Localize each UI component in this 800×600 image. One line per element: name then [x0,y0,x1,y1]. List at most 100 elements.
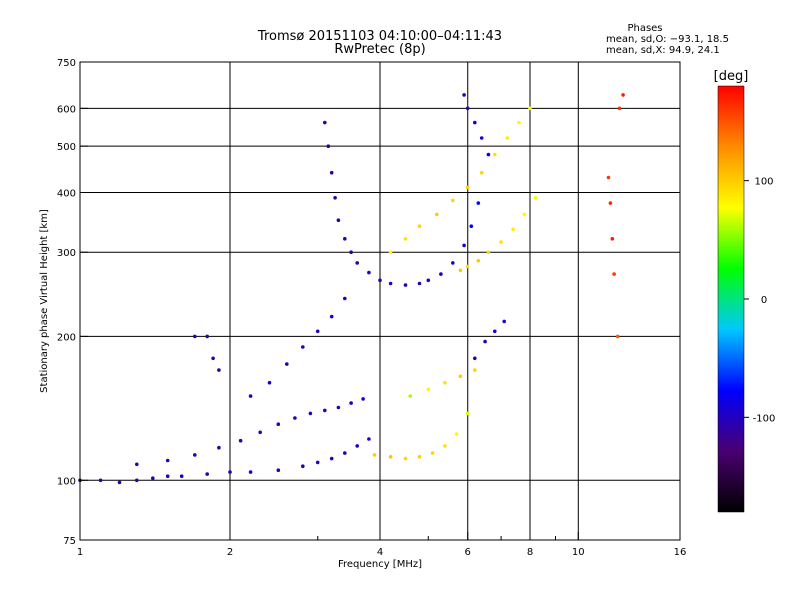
point-2-16 [462,243,466,248]
trace-11 [408,368,477,398]
point-2-1 [326,144,331,148]
point-1-1 [165,458,170,463]
point-0-3 [135,478,139,483]
point-4-0 [458,268,463,273]
point-4-3 [486,250,491,254]
point-1-9 [323,408,327,413]
point-0-4 [151,476,155,481]
point-2-2 [329,170,334,175]
point-10-6 [343,296,347,301]
point-3-7 [493,152,497,157]
point-10-2 [285,362,289,366]
y-tick-label-6: 600 [57,104,76,115]
trace-0 [78,437,371,485]
trace-3 [388,106,532,254]
point-0-12 [315,460,320,465]
point-2-5 [343,237,347,241]
point-9-5 [617,106,622,111]
point-4-1 [465,264,470,269]
trace-6 [473,319,507,361]
point-2-7 [355,261,360,265]
point-1-8 [308,411,313,416]
point-8-2 [473,120,477,125]
point-0-5 [165,474,170,479]
point-3-5 [465,185,470,190]
point-2-12 [417,281,422,286]
x-tick-label-6: 16 [674,547,687,558]
point-0-7 [205,472,209,476]
point-2-17 [469,224,474,228]
point-5-0 [372,453,377,457]
point-8-4 [486,152,491,157]
point-3-0 [388,250,393,254]
point-11-0 [408,394,413,398]
colorbar-label: [deg] [714,69,749,84]
point-0-9 [248,470,253,474]
point-7-3 [217,368,221,372]
point-0-6 [179,474,184,479]
point-8-0 [462,93,466,97]
point-3-3 [435,212,439,217]
point-7-0 [193,334,197,339]
point-0-13 [329,456,334,461]
point-9-4 [615,334,620,339]
colorbar-tick-label-0: 100 [754,177,773,188]
point-3-10 [528,106,532,111]
x-axis-label: Frequency [MHz] [338,559,422,570]
point-10-0 [248,394,253,398]
x-tick-label-3: 6 [465,547,471,558]
point-4-6 [522,212,527,217]
point-0-8 [228,470,232,474]
point-0-1 [98,478,103,483]
y-axis-label: Stationary phase Virtual Height [km] [39,209,50,393]
point-2-3 [333,196,337,200]
point-6-0 [473,356,477,361]
point-11-1 [426,387,431,392]
chart-title: Tromsø 20151103 04:10:00–04:11:43 [257,29,502,44]
y-tick-label-0: 75 [63,536,76,547]
point-3-6 [479,170,484,175]
point-0-15 [355,444,360,448]
legend-line-x: mean, sd,X: 94.9, 24.1 [606,45,720,56]
point-1-12 [361,397,365,401]
point-10-4 [315,329,320,334]
point-1-0 [135,462,139,467]
y-tick-label-2: 200 [57,332,76,343]
point-3-2 [417,224,422,228]
point-1-2 [193,453,197,457]
x-tick-label-2: 4 [377,547,383,558]
point-11-4 [473,368,477,372]
point-4-5 [511,227,515,232]
point-9-2 [610,237,615,241]
point-5-1 [388,455,393,459]
point-0-11 [301,464,305,469]
y-tick-label-4: 400 [57,188,76,199]
chart-subtitle: RwPretec (8p) [334,42,425,57]
y-tick-label-1: 100 [57,476,76,487]
point-1-11 [349,401,353,405]
point-9-3 [612,272,616,276]
x-tick-label-0: 1 [77,547,83,558]
point-0-14 [343,451,347,455]
point-2-15 [451,261,455,265]
x-tick-label-1: 2 [227,547,233,558]
point-5-2 [403,456,408,461]
point-2-9 [378,278,382,283]
legend-line-o: mean, sd,O: −93.1, 18.5 [606,34,729,45]
point-2-13 [426,278,431,283]
trace-4 [458,196,538,273]
point-11-2 [443,380,447,385]
point-0-10 [276,468,281,473]
point-2-6 [349,250,353,254]
point-3-1 [403,237,408,241]
point-11-3 [458,374,463,379]
point-3-9 [517,120,521,125]
point-3-4 [451,198,455,203]
point-10-5 [329,314,334,319]
y-tick-label-5: 500 [57,142,76,153]
point-2-0 [323,120,327,125]
point-6-2 [493,329,497,334]
point-5-3 [417,455,422,459]
point-4-2 [476,258,481,263]
